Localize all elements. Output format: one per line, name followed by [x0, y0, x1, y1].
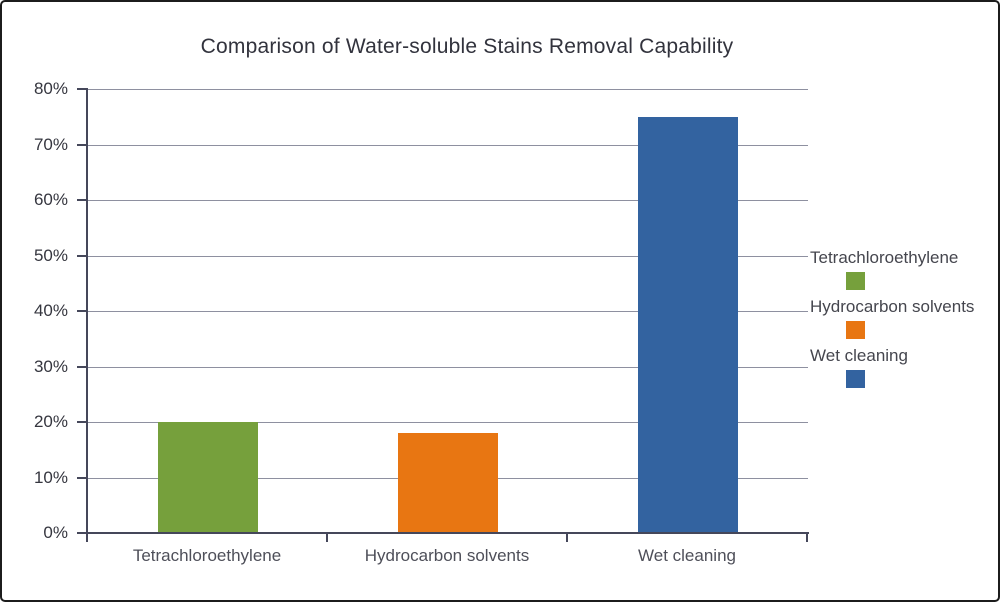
- legend: Tetrachloroethylene Hydrocarbon solvents W…: [810, 248, 998, 395]
- gridline: [87, 366, 808, 368]
- gridline: [87, 255, 808, 257]
- x-axis-labels: Tetrachloroethylene Hydrocarbon solvents W…: [87, 546, 808, 570]
- y-axis-tick: [77, 143, 87, 146]
- y-axis-tick: [77, 365, 87, 368]
- legend-label-tetrachloroethylene: Tetrachloroethylene: [810, 248, 959, 267]
- legend-label-hydrocarbon-solvents: Hydrocarbon solvents: [810, 297, 975, 316]
- legend-swatch-wet-cleaning: [846, 370, 865, 388]
- x-axis-tick: [326, 534, 328, 542]
- x-axis-line: [77, 532, 809, 534]
- y-axis-tick-label: 60%: [33, 190, 68, 209]
- bar-wet-cleaning: [638, 117, 738, 533]
- y-axis-tick: [77, 199, 87, 201]
- y-axis-tick-label: 40%: [33, 301, 68, 320]
- x-axis-label-wet-cleaning: Wet cleaning: [638, 546, 736, 565]
- gridline: [87, 144, 808, 146]
- y-axis-tick-label: 0%: [43, 523, 68, 542]
- x-axis-tick: [806, 534, 808, 542]
- bar-tetrachloroethylene: [158, 422, 258, 533]
- y-axis-tick: [77, 88, 87, 90]
- plot-area: [87, 89, 808, 533]
- x-axis-label-hydrocarbon-solvents: Hydrocarbon solvents: [364, 546, 530, 565]
- y-axis-tick-label: 30%: [33, 356, 68, 376]
- gridline: [87, 89, 808, 90]
- y-axis-tick-label: 80%: [33, 79, 68, 98]
- gridline: [87, 200, 808, 201]
- bar-hydrocarbon-solvents: [398, 433, 498, 533]
- legend-swatch-hydrocarbon-solvents: [846, 321, 865, 339]
- x-axis-label-tetrachloroethylene: Tetrachloroethylene: [132, 546, 282, 565]
- legend-swatch-tetrachloroethylene: [846, 272, 865, 290]
- y-axis-tick: [77, 476, 87, 479]
- y-axis-tick: [77, 421, 87, 423]
- chart-title: Comparison of Water-soluble Stains Remov…: [200, 35, 734, 58]
- y-axis-tick: [77, 254, 87, 257]
- y-axis-tick: [77, 532, 87, 534]
- y-axis-tick-label: 70%: [33, 134, 68, 154]
- y-axis-tick-label: 20%: [33, 412, 68, 431]
- gridline: [87, 422, 808, 423]
- x-axis-tick: [86, 534, 88, 542]
- y-axis-tick: [77, 310, 87, 312]
- y-axis-tick-label: 10%: [33, 467, 68, 487]
- y-axis-line: [86, 88, 88, 541]
- gridline: [87, 311, 808, 312]
- x-axis-tick: [566, 534, 568, 542]
- legend-label-wet-cleaning: Wet cleaning: [810, 346, 908, 365]
- y-axis-tick-label: 50%: [33, 245, 68, 265]
